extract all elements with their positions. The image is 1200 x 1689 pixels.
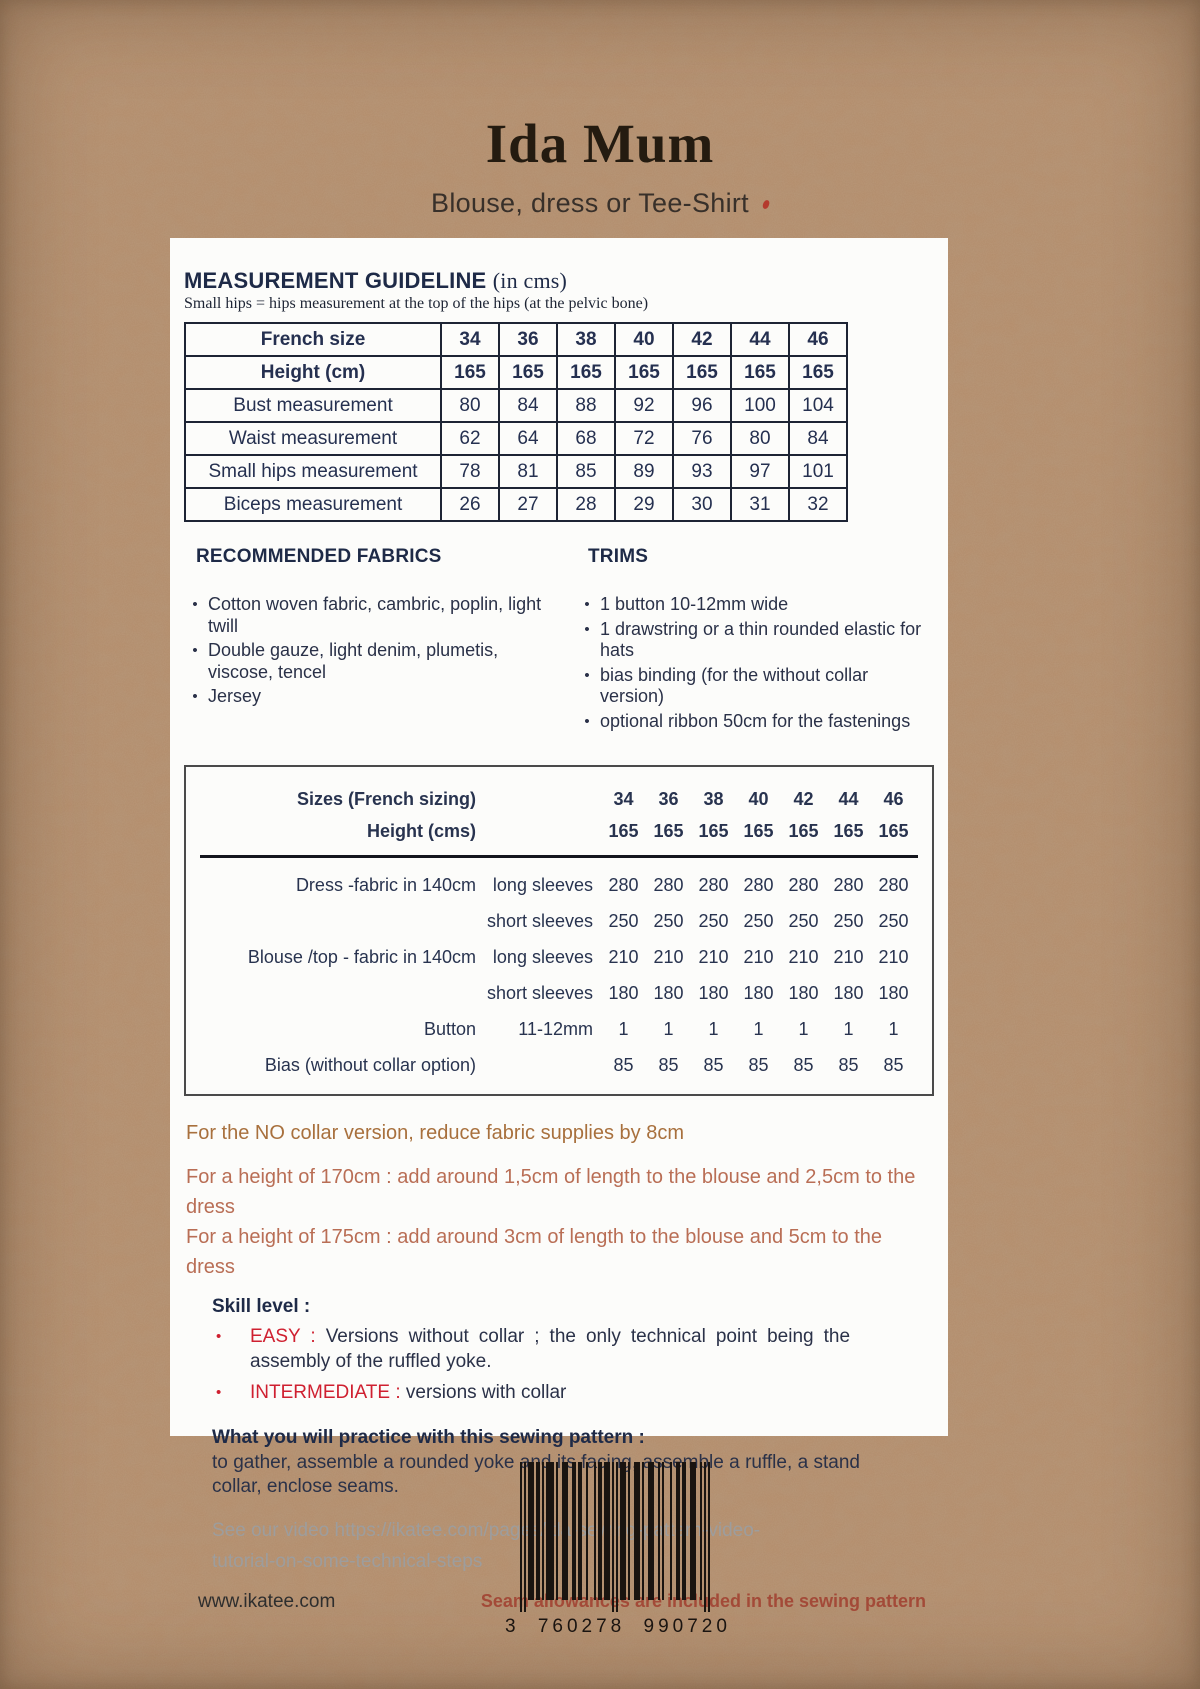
note-line: For a height of 175cm : add around 3cm o… [186,1226,882,1278]
website-url: www.ikatee.com [198,1591,336,1612]
skill-level-section: Skill level : • EASY : Versions without … [212,1296,936,1405]
bullet-icon: • [192,596,198,613]
pattern-subtitle: Blouse, dress or Tee-Shirt [431,188,749,218]
guideline-note: Small hips = hips measurement at the top… [184,295,649,312]
list-item: • optional ribbon 50cm for the fastenings [574,711,934,733]
list-item: • Double gauze, light denim, plumetis, vi… [182,640,574,683]
table-row: Waist measurement 62 64 68 72 76 80 84 [184,421,848,456]
table-row: Bias (without collar option) 85 85 85 85… [264,1055,904,1075]
pattern-subtitle-row: Blouse, dress or Tee-Shirt [0,188,1200,219]
fabric-supplies-table: Sizes (French sizing) 34 36 38 40 42 44 … [184,765,934,1096]
barcode-number: 3 760278 990720 [505,1616,731,1637]
supplies-header-row: Sizes (French sizing) 34 36 38 40 42 44 … [296,789,904,809]
table-row: Height (cm) 165 165 165 165 165 165 165 [184,355,848,390]
list-item: • EASY : Versions without collar ; the o… [212,1324,936,1374]
table-row: short sleeves 250 250 250 250 250 250 25… [486,911,909,931]
list-item: • 1 drawstring or a thin rounded elastic … [574,619,934,662]
table-row: Blouse /top - fabric in 140cm long sleev… [247,947,909,967]
list-item: • Cotton woven fabric, cambric, poplin, l… [182,594,574,637]
fabric-notes: For the NO collar version, reduce fabric… [186,1120,936,1282]
bullet-icon: • [192,642,198,659]
table-row: French size 34 36 38 40 42 44 46 [184,322,848,357]
list-item: • INTERMEDIATE : versions with collar [212,1380,936,1405]
bullet-icon: • [584,596,590,613]
measurement-guideline-heading: MEASUREMENT GUIDELINE (in cms) [182,268,936,294]
barcode-bars [505,1462,725,1614]
trims: TRIMS • 1 button 10-12mm wide • 1 drawstri… [574,546,934,735]
skill-tag: EASY : [250,1326,326,1347]
barcode: 3 760278 990720 [505,1462,731,1638]
bullet-icon: • [584,620,590,638]
list-item: • 1 button 10-12mm wide [574,594,934,616]
list-item: • bias binding (for the without collar ve… [574,665,934,708]
info-card: MEASUREMENT GUIDELINE (in cms) Small hip… [170,238,948,1612]
table-row: Small hips measurement 78 81 85 89 93 97… [184,454,848,489]
table-row: short sleeves 180 180 180 180 180 180 18… [486,983,909,1003]
skill-tag: INTERMEDIATE : [250,1382,406,1403]
bullet-icon: • [584,712,590,730]
practice-heading: What you will practice with this sewing … [212,1427,645,1448]
list-item: • Jersey [182,686,574,708]
fabrics-heading: RECOMMENDED FABRICS [196,546,442,567]
skill-level-heading: Skill level : [212,1296,311,1317]
table-row: Biceps measurement 26 27 28 29 30 31 32 [184,487,848,522]
guideline-heading-text: MEASUREMENT GUIDELINE [184,268,487,293]
note-line: For the NO collar version, reduce fabric… [186,1122,684,1144]
table-row: Button 11-12mm 1 1 1 1 1 1 1 [423,1019,899,1039]
recommended-fabrics: RECOMMENDED FABRICS • Cotton woven fabric… [182,546,574,735]
table-divider [200,855,918,858]
measurement-table: French size 34 36 38 40 42 44 46 Height … [184,322,848,522]
table-row: Dress -fabric in 140cm long sleeves 280 … [295,875,909,895]
bullet-icon: • [216,1328,222,1345]
table-row: Bust measurement 80 84 88 92 96 100 104 [184,388,848,423]
trims-heading: TRIMS [588,546,649,567]
guideline-unit: (in cms) [492,268,568,293]
bullet-icon: • [192,688,198,705]
bullet-icon: • [216,1384,222,1401]
red-ink-speck [761,199,770,210]
fabrics-trims-section: RECOMMENDED FABRICS • Cotton woven fabric… [182,546,936,735]
supplies-header-row: Height (cms) 165 165 165 165 165 165 165 [366,821,909,841]
pattern-title: Ida Mum [485,113,715,174]
note-line: For a height of 170cm : add around 1,5cm… [186,1166,916,1218]
bullet-icon: • [584,666,590,684]
